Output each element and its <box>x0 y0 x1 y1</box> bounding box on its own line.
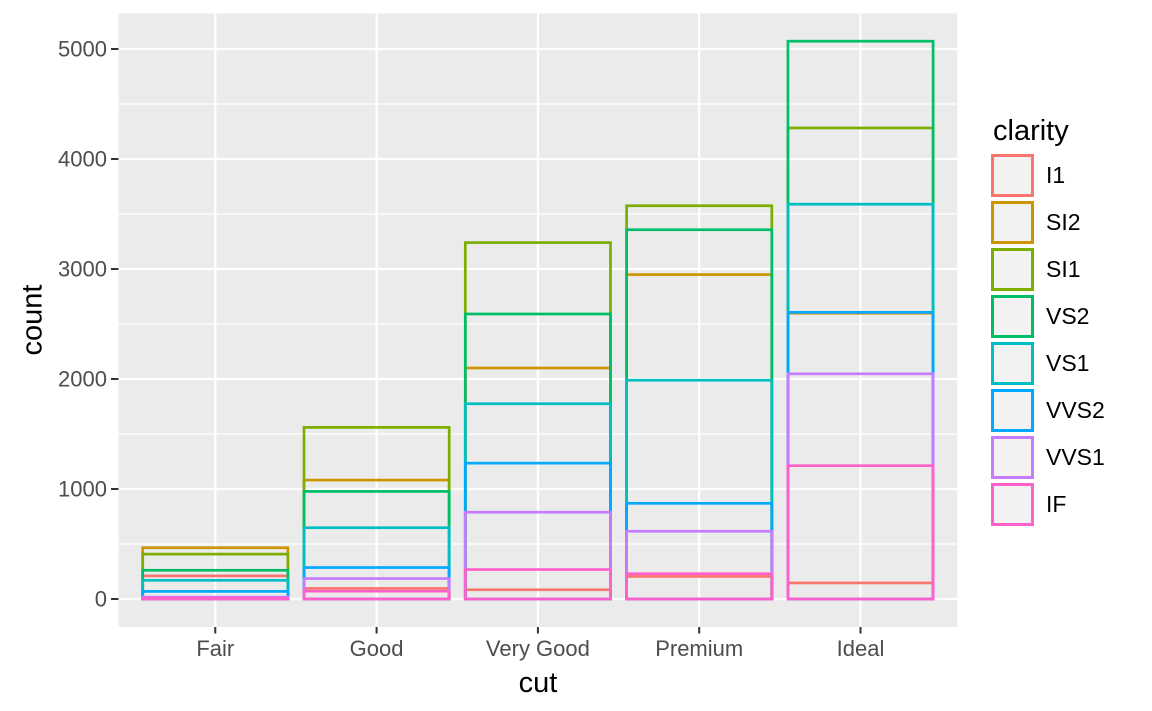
x-tick-label: Very Good <box>486 636 590 661</box>
legend-label-vs1: VS1 <box>1046 350 1090 376</box>
legend-key-vvs1 <box>991 436 1034 479</box>
legend-key-if <box>991 483 1034 526</box>
legend-item-vvs1: VVS1 <box>991 436 1105 479</box>
legend-key-vs2 <box>991 295 1034 338</box>
bar-outline-premium-if <box>625 572 774 601</box>
legend-key-si2 <box>991 201 1034 244</box>
legend-label-si2: SI2 <box>1046 209 1081 235</box>
legend-label-si1: SI1 <box>1046 256 1081 282</box>
legend-item-i1: I1 <box>991 154 1105 197</box>
legend: clarity I1 SI2 SI1 VS2 VS1 VVS2 VVS1 IF <box>991 114 1105 526</box>
legend-label-vs2: VS2 <box>1046 303 1090 329</box>
legend-key-i1 <box>991 154 1034 197</box>
legend-item-si2: SI2 <box>991 201 1105 244</box>
legend-label-if: IF <box>1046 491 1067 517</box>
x-tick-label: Ideal <box>837 636 885 661</box>
legend-item-si1: SI1 <box>991 248 1105 291</box>
x-axis-title: cut <box>518 667 558 699</box>
bar-outline-good-if <box>302 589 451 601</box>
legend-item-if: IF <box>991 483 1105 526</box>
bar-outline-very-good-if <box>463 568 612 601</box>
y-tick-label: 1000 <box>58 477 107 502</box>
y-tick-label: 5000 <box>58 37 107 62</box>
y-tick-label: 3000 <box>58 257 107 282</box>
x-tick-label: Premium <box>655 636 743 661</box>
legend-item-vs2: VS2 <box>991 295 1105 338</box>
bar-outline-fair-if <box>141 596 290 601</box>
legend-label-vvs2: VVS2 <box>1046 397 1105 423</box>
bar-outline-ideal-if <box>786 464 935 601</box>
legend-item-vs1: VS1 <box>991 342 1105 385</box>
y-tick-label: 2000 <box>58 367 107 392</box>
legend-key-si1 <box>991 248 1034 291</box>
y-tick-label: 0 <box>95 587 107 612</box>
legend-label-vvs1: VVS1 <box>1046 444 1105 470</box>
legend-title: clarity <box>993 115 1069 147</box>
legend-label-i1: I1 <box>1046 162 1066 188</box>
x-tick-label: Fair <box>196 636 234 661</box>
legend-items: I1 SI2 SI1 VS2 VS1 VVS2 VVS1 IF <box>991 154 1105 526</box>
legend-key-vs1 <box>991 342 1034 385</box>
x-tick-label: Good <box>350 636 404 661</box>
y-axis-title: count <box>16 284 49 356</box>
legend-item-vvs2: VVS2 <box>991 389 1105 432</box>
legend-key-vvs2 <box>991 389 1034 432</box>
y-tick-label: 4000 <box>58 147 107 172</box>
